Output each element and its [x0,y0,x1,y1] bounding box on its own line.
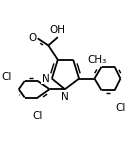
Text: Cl: Cl [115,103,126,113]
Text: N: N [61,92,69,102]
Text: Cl: Cl [32,111,43,121]
Text: CH₃: CH₃ [87,55,107,65]
Text: OH: OH [50,25,66,35]
Text: O: O [28,33,37,43]
Text: Cl: Cl [1,72,12,82]
Text: N: N [42,74,49,84]
